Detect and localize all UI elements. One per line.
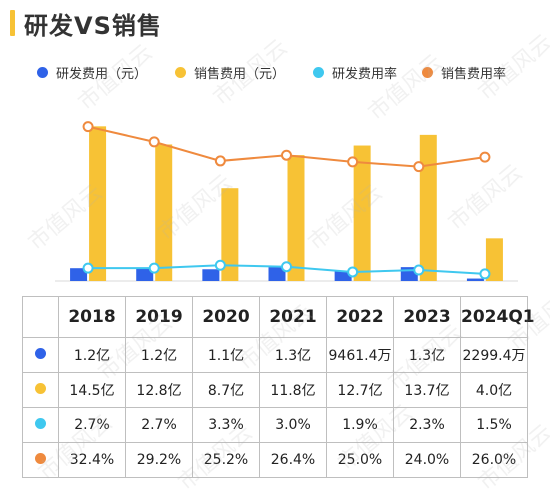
- table-cell: 8.7亿: [192, 372, 260, 408]
- table-header-2021: 2021: [259, 296, 327, 338]
- bar-rd-expense-2022: [334, 270, 352, 281]
- table-cell: 1.2亿: [58, 337, 126, 373]
- table-cell: 9461.4万: [326, 337, 394, 373]
- table-row-rd-rate: 2.7% 2.7% 3.3% 3.0% 1.9% 2.3% 1.5%: [22, 407, 528, 443]
- table-row-sales-rate: 32.4% 29.2% 25.2% 26.4% 25.0% 24.0% 26.0%: [22, 442, 528, 478]
- table-row-marker-cell: [22, 407, 59, 443]
- table-header-2020: 2020: [192, 296, 260, 338]
- legend-label-sales-expense: 销售费用（元）: [194, 66, 286, 82]
- legend-item-rd-expense[interactable]: 研发费用（元）: [37, 60, 147, 84]
- table-cell: 13.7亿: [393, 372, 461, 408]
- bar-sales-expense-2022: [353, 145, 371, 281]
- legend-item-rd-rate[interactable]: 研发费用率: [313, 60, 397, 84]
- table-row-sales-expense: 14.5亿 12.8亿 8.7亿 11.8亿 12.7亿 13.7亿 4.0亿: [22, 372, 528, 408]
- table-cell: 2.7%: [125, 407, 193, 443]
- table-header-2024q1: 2024Q1: [460, 296, 535, 338]
- bar-sales-expense-2024Q1: [485, 238, 503, 281]
- bar-rd-expense-2020: [202, 269, 220, 281]
- point-rd-rate-2021: [281, 261, 292, 273]
- data-table: 2018 2019 2020 2021 2022 2023 2024Q1 1.2…: [22, 296, 535, 478]
- title-accent-bar: [10, 10, 15, 36]
- legend-dot-rd-rate: [313, 66, 324, 78]
- point-sales-rate-2024Q1: [479, 151, 491, 163]
- bar-rd-expense-2019: [136, 268, 154, 281]
- point-sales-rate-2022: [347, 156, 359, 168]
- table-row-marker-cell: [22, 442, 59, 478]
- legend-label-sales-rate: 销售费用率: [441, 66, 507, 82]
- table-header-2018: 2018: [58, 296, 126, 338]
- table-cell: 26.4%: [259, 442, 327, 478]
- bar-rd-expense-2018: [70, 268, 88, 281]
- table-row-marker-cell: [22, 372, 59, 408]
- point-sales-rate-2023: [413, 161, 425, 173]
- table-header-2022: 2022: [326, 296, 394, 338]
- table-cell: 1.3亿: [393, 337, 461, 373]
- chart-title: 研发VS销售: [24, 12, 162, 40]
- row-marker-dot-sales-expense: [35, 383, 46, 394]
- legend-item-sales-expense[interactable]: 销售费用（元）: [175, 60, 285, 84]
- point-rd-rate-2020: [214, 259, 226, 271]
- table-cell: 1.1亿: [192, 337, 260, 373]
- table-cell: 1.9%: [326, 407, 394, 443]
- bar-rd-expense-2024Q1: [466, 278, 484, 281]
- table-row-marker-cell: [22, 337, 59, 373]
- point-sales-rate-2018: [82, 121, 94, 133]
- table-cell: 26.0%: [460, 442, 528, 478]
- legend-label-rd-expense: 研发费用（元）: [56, 66, 148, 82]
- table-cell: 3.0%: [259, 407, 327, 443]
- table-cell: 1.2亿: [125, 337, 193, 373]
- table-cell: 25.2%: [192, 442, 260, 478]
- bar-sales-expense-2023: [419, 134, 437, 281]
- table-cell: 12.8亿: [125, 372, 193, 408]
- point-sales-rate-2020: [214, 155, 226, 167]
- bar-sales-expense-2021: [287, 155, 305, 281]
- table-cell: 1.3亿: [259, 337, 327, 373]
- table-cell: 14.5亿: [58, 372, 126, 408]
- bar-rd-expense-2021: [268, 267, 286, 281]
- bar-sales-expense-2020: [221, 188, 239, 281]
- row-marker-dot-rd-expense: [35, 348, 46, 359]
- legend-label-rd-rate: 研发费用率: [332, 66, 398, 82]
- table-cell: 3.3%: [192, 407, 260, 443]
- table-cell: 2299.4万: [460, 337, 528, 373]
- table-cell: 11.8亿: [259, 372, 327, 408]
- table-corner-cell: [22, 296, 59, 338]
- point-sales-rate-2019: [148, 136, 160, 148]
- table-header-2019: 2019: [125, 296, 193, 338]
- table-cell: 32.4%: [58, 442, 126, 478]
- table-cell: 1.5%: [460, 407, 528, 443]
- point-sales-rate-2021: [281, 149, 292, 161]
- table-cell: 29.2%: [125, 442, 193, 478]
- line-layer: [82, 121, 491, 280]
- legend-item-sales-rate[interactable]: 销售费用率: [422, 60, 506, 84]
- row-marker-dot-sales-rate: [35, 453, 46, 464]
- table-header-2023: 2023: [393, 296, 461, 338]
- bar-sales-expense-2019: [155, 144, 173, 281]
- table-row-rd-expense: 1.2亿 1.2亿 1.1亿 1.3亿 9461.4万 1.3亿 2299.4万: [22, 337, 528, 373]
- row-marker-dot-rd-rate: [35, 418, 46, 429]
- legend-dot-sales-rate: [422, 66, 433, 78]
- table-cell: 25.0%: [326, 442, 394, 478]
- table-cell: 2.7%: [58, 407, 126, 443]
- point-rd-rate-2018: [82, 262, 94, 274]
- bar-layer: [70, 126, 503, 281]
- legend: 研发费用（元） 销售费用（元） 研发费用率 销售费用率: [0, 60, 550, 84]
- bar-sales-expense-2018: [89, 126, 107, 281]
- legend-dot-sales-expense: [175, 66, 186, 78]
- point-rd-rate-2024Q1: [479, 268, 491, 280]
- legend-dot-rd-expense: [37, 66, 48, 78]
- point-rd-rate-2022: [347, 266, 359, 278]
- table-cell: 2.3%: [393, 407, 461, 443]
- table-cell: 4.0亿: [460, 372, 528, 408]
- point-rd-rate-2023: [413, 264, 425, 276]
- table-header-row: 2018 2019 2020 2021 2022 2023 2024Q1: [22, 296, 535, 338]
- combo-chart: [55, 121, 518, 282]
- table-cell: 12.7亿: [326, 372, 394, 408]
- table-cell: 24.0%: [393, 442, 461, 478]
- point-rd-rate-2019: [148, 262, 160, 274]
